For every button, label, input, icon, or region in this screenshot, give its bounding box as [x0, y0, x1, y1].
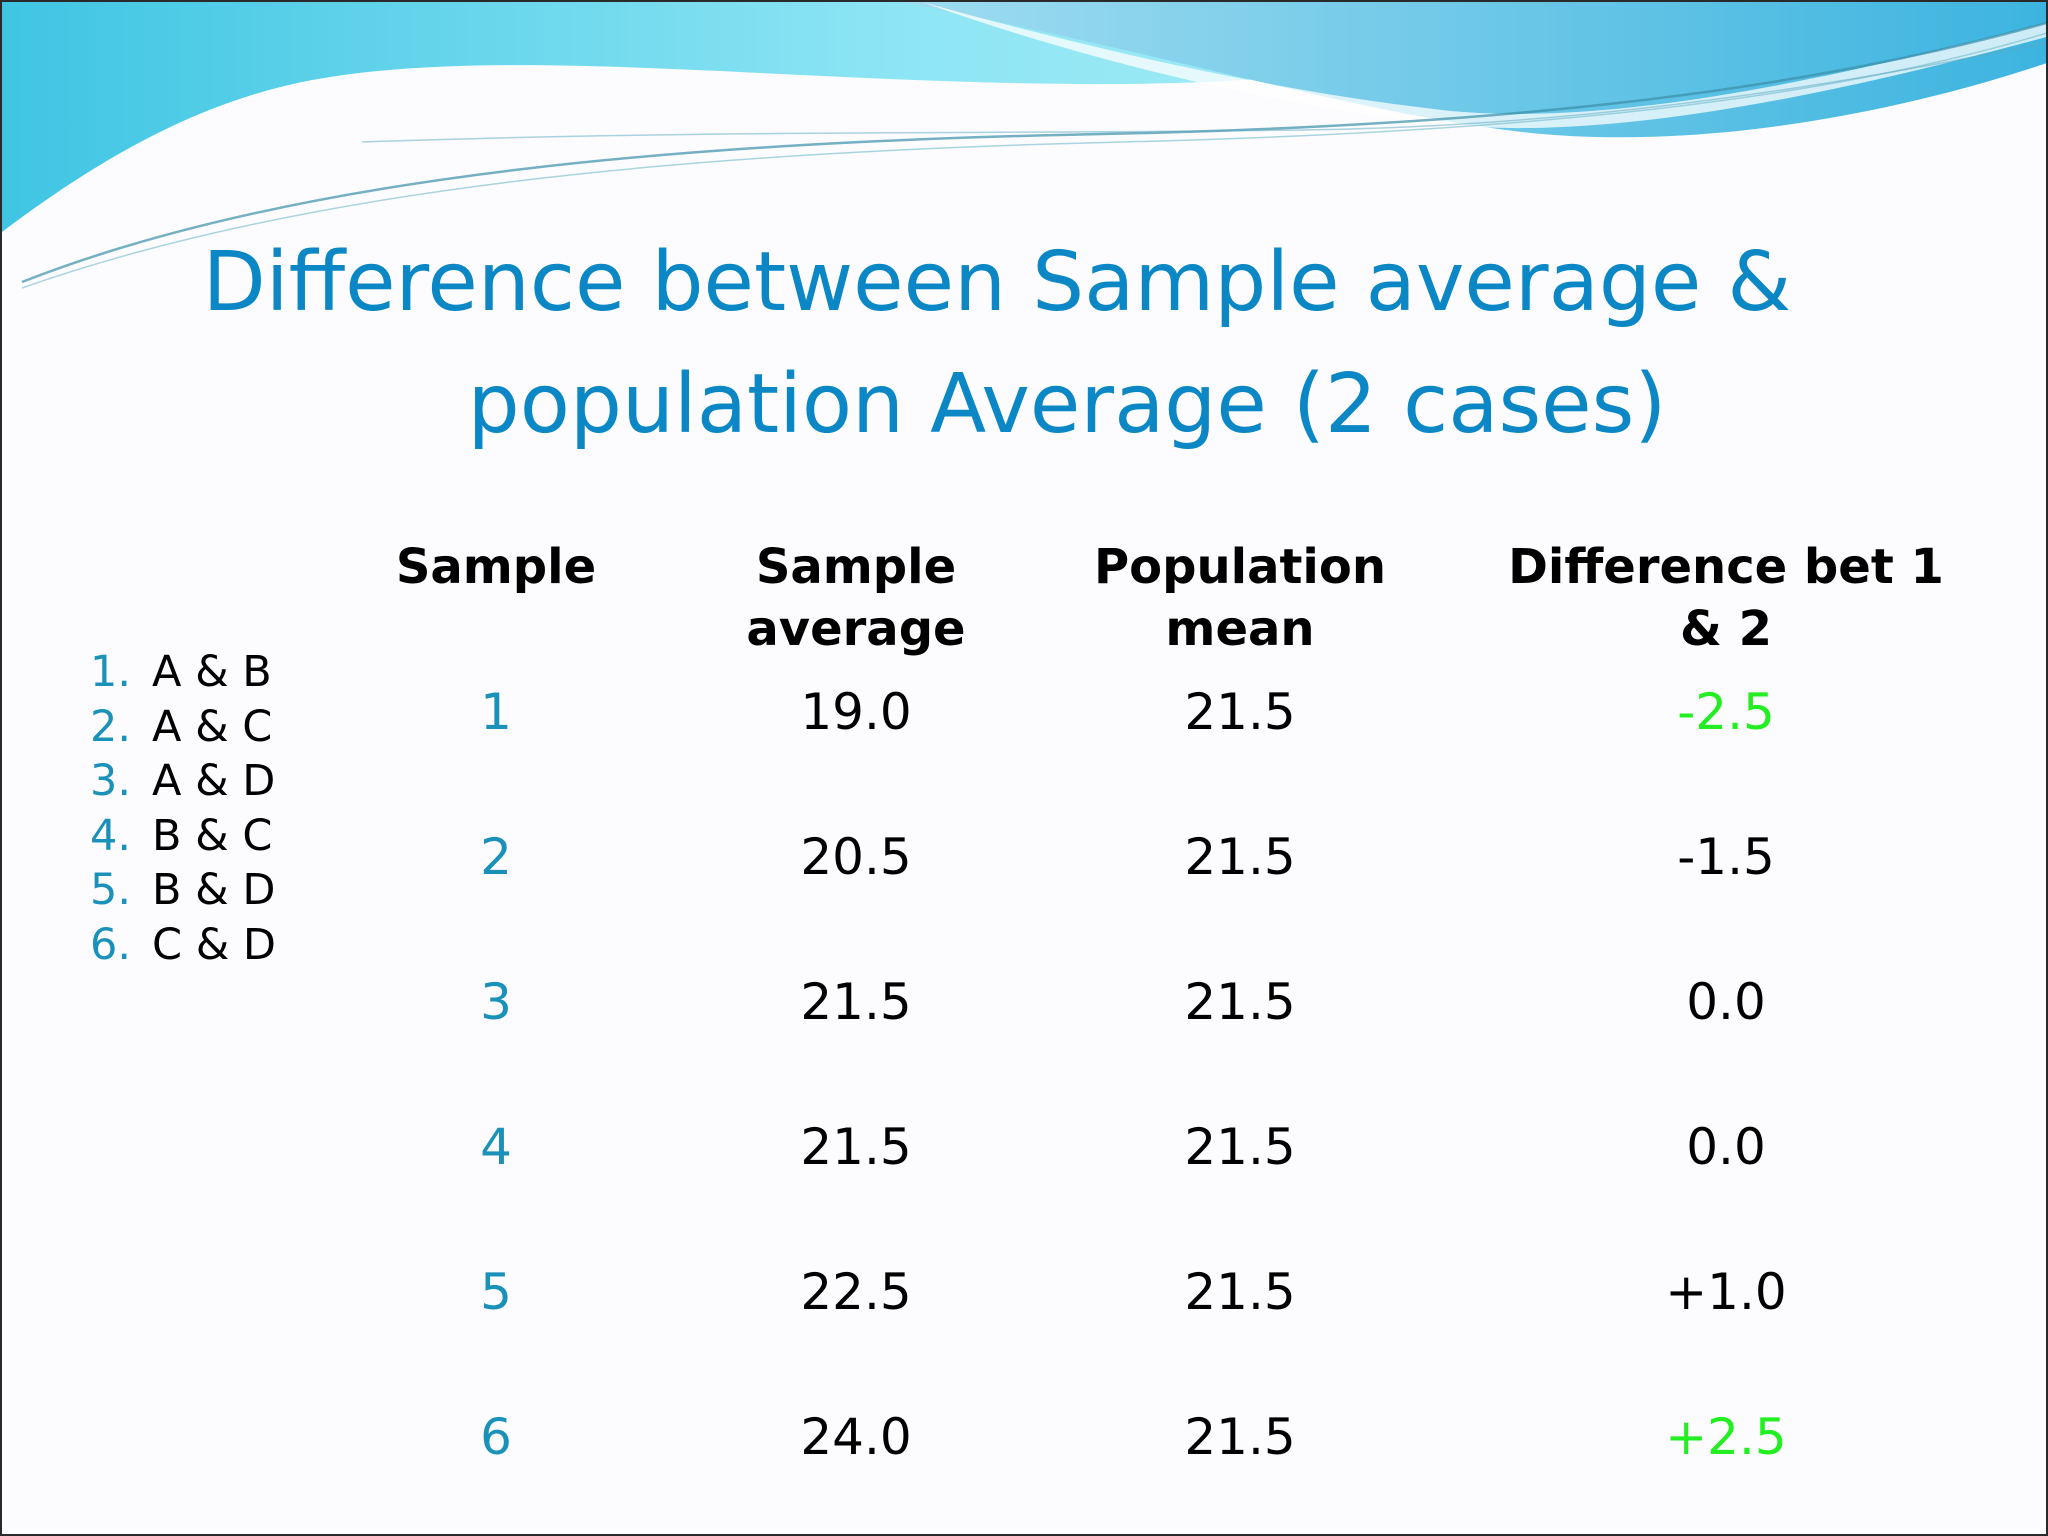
pair-label: A & D: [152, 756, 276, 806]
header-sample: Sample: [376, 536, 616, 598]
header-sample-average-line-1: Sample: [755, 539, 957, 595]
pair-number: 3.: [90, 756, 132, 806]
wave-decoration: [2, 2, 2046, 289]
pair-label: B & C: [152, 810, 273, 861]
pair-item: 1. A & B: [90, 645, 276, 700]
header-sample-text: Sample: [395, 539, 597, 595]
table-cell-sample-average: 21.5: [800, 1118, 912, 1176]
pair-item: 3. A & D: [90, 754, 276, 809]
pair-number: 4.: [90, 810, 132, 861]
pair-item: 2. A & C: [90, 700, 276, 755]
table-cell-difference: -1.5: [1677, 828, 1775, 886]
pair-item: 4. B & C: [90, 809, 276, 864]
pair-label: C & D: [152, 919, 277, 970]
pair-label: A & C: [152, 701, 273, 752]
pair-label: B & D: [152, 865, 276, 915]
table-cell-population-mean: 21.5: [1184, 1263, 1296, 1321]
pair-number: 6.: [90, 919, 132, 970]
pair-item: 5. B & D: [90, 863, 276, 918]
pair-number: 2.: [90, 701, 132, 752]
pair-label: A & B: [152, 647, 272, 697]
header-population-mean-line-2: mean: [1165, 601, 1315, 657]
table-cell-difference: 0.0: [1686, 973, 1766, 1031]
pair-item: 6. C & D: [90, 918, 276, 973]
header-population-mean: Population mean: [1070, 536, 1410, 660]
title-line-2: population Average (2 cases): [467, 357, 1667, 452]
table-cell-difference: +2.5: [1665, 1408, 1787, 1466]
pair-list: 1. A & B 2. A & C 3. A & D 4. B & C 5. B & D …: [90, 645, 276, 972]
table-cell-sample: 1: [480, 683, 512, 741]
header-difference-line-2: & 2: [1680, 601, 1772, 657]
table-cell-sample: 2: [480, 828, 512, 886]
table-cell-difference: +1.0: [1665, 1263, 1787, 1321]
table-cell-population-mean: 21.5: [1184, 683, 1296, 741]
header-difference: Difference bet 1 & 2: [1476, 536, 1976, 660]
table-cell-sample-average: 20.5: [800, 828, 912, 886]
table-cell-sample-average: 19.0: [800, 683, 912, 741]
table-cell-population-mean: 21.5: [1184, 1408, 1296, 1466]
table-cell-sample: 5: [480, 1263, 512, 1321]
pair-number: 5.: [90, 865, 132, 915]
table-cell-population-mean: 21.5: [1184, 828, 1296, 886]
table-cell-population-mean: 21.5: [1184, 1118, 1296, 1176]
table-cell-sample-average: 22.5: [800, 1263, 912, 1321]
table-cell-difference: 0.0: [1686, 1118, 1766, 1176]
header-difference-line-1: Difference bet 1: [1508, 539, 1944, 595]
table-cell-sample-average: 24.0: [800, 1408, 912, 1466]
pair-number: 1.: [90, 647, 132, 697]
slide-title: Difference between Sample average & popu…: [202, 222, 1932, 466]
table-cell-sample: 3: [480, 973, 512, 1031]
table-cell-sample: 4: [480, 1118, 512, 1176]
table-cell-sample-average: 21.5: [800, 973, 912, 1031]
header-sample-average: Sample average: [706, 536, 1006, 660]
header-population-mean-line-1: Population: [1093, 539, 1387, 595]
title-line-1: Difference between Sample average &: [202, 235, 1792, 330]
table-cell-difference: -2.5: [1677, 683, 1775, 741]
table-cell-population-mean: 21.5: [1184, 973, 1296, 1031]
header-sample-average-line-2: average: [746, 601, 966, 657]
table-cell-sample: 6: [480, 1408, 512, 1466]
